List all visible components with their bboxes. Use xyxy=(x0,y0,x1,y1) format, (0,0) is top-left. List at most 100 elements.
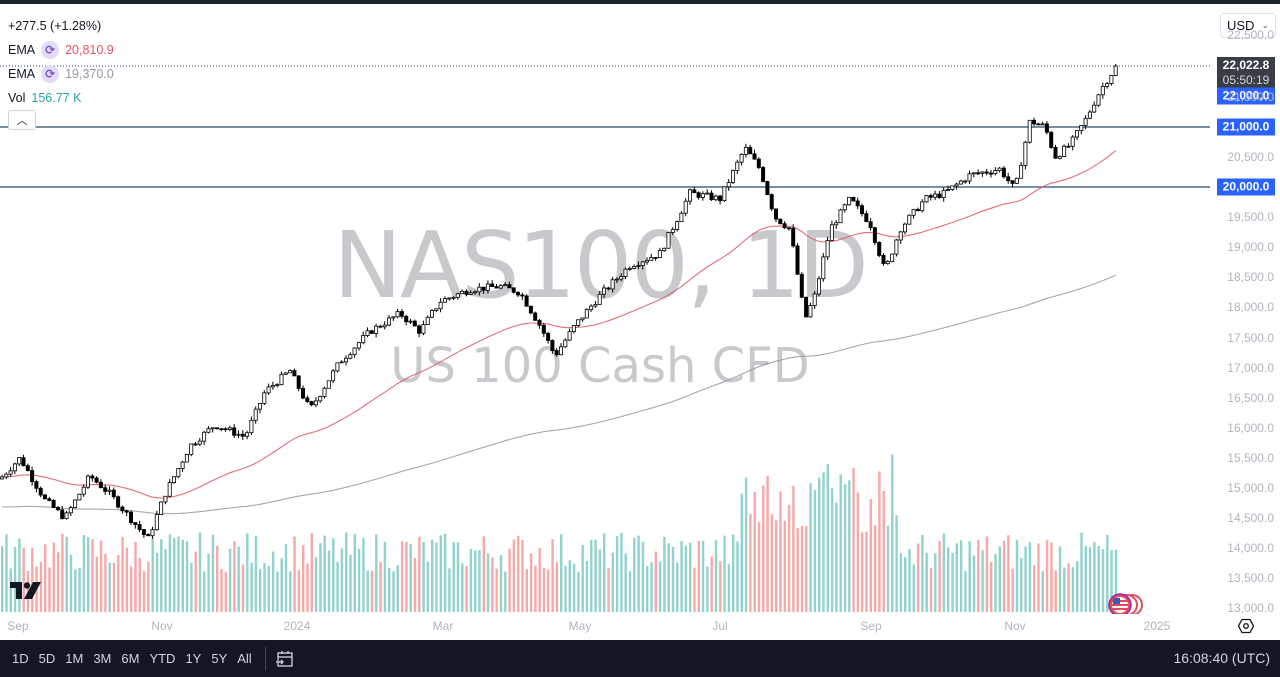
candle xyxy=(602,284,607,299)
volume-bar xyxy=(319,543,322,612)
legend-volume[interactable]: Vol 156.77 K xyxy=(8,86,114,110)
price-scale[interactable]: USD ⌄ 22,022.8 05:50:19 22,000.0 21,000.… xyxy=(1210,4,1280,616)
volume-bar xyxy=(1028,542,1032,612)
candle xyxy=(924,194,929,203)
candle xyxy=(391,316,396,321)
candle xyxy=(455,292,460,300)
range-button-all[interactable]: All xyxy=(237,651,252,666)
ema-slow-label: EMA xyxy=(8,67,36,81)
volume-bar xyxy=(1106,534,1109,612)
range-button-1m[interactable]: 1M xyxy=(65,651,84,666)
candle xyxy=(81,484,86,497)
range-button-5y[interactable]: 5Y xyxy=(211,651,228,666)
candle xyxy=(700,191,705,201)
volume-value: 156.77 K xyxy=(31,91,82,105)
volume-bar xyxy=(155,552,159,612)
candle xyxy=(369,329,374,334)
utc-clock[interactable]: 16:08:40 (UTC) xyxy=(1173,650,1270,666)
chart-pane[interactable]: NAS100, 1D US 100 Cash CFD +277.5 (+1.28… xyxy=(0,4,1210,614)
range-button-ytd[interactable]: YTD xyxy=(149,651,176,666)
volume-bar xyxy=(160,539,163,612)
us-economic-events-icon[interactable] xyxy=(1106,592,1144,614)
volume-bar xyxy=(1101,549,1105,612)
range-button-1y[interactable]: 1Y xyxy=(185,651,202,666)
volume-bar xyxy=(551,539,554,612)
volume-bar xyxy=(220,569,223,612)
tradingview-logo-icon[interactable] xyxy=(10,582,42,600)
volume-bar xyxy=(818,477,821,612)
refresh-icon[interactable]: ⟳ xyxy=(41,41,60,59)
candle xyxy=(408,318,413,324)
candle xyxy=(563,338,568,348)
go-to-date-button[interactable] xyxy=(274,648,296,670)
volume-bar xyxy=(603,533,606,612)
range-button-3m[interactable]: 3M xyxy=(93,651,112,666)
volume-bar xyxy=(405,541,408,612)
volume-bar xyxy=(1114,549,1118,612)
volume-bar xyxy=(1088,547,1092,612)
time-axis[interactable]: Sep Nov 2024 Mar May Jul Sep Nov 2025 xyxy=(0,614,1210,640)
volume-bar xyxy=(525,569,528,612)
candle xyxy=(318,395,323,403)
candle xyxy=(507,281,512,289)
range-button-5d[interactable]: 5D xyxy=(38,651,56,666)
candle xyxy=(967,170,972,185)
candle xyxy=(1044,121,1049,135)
refresh-icon[interactable]: ⟳ xyxy=(41,65,60,83)
candle xyxy=(412,319,417,327)
legend-ema-slow[interactable]: EMA ⟳ 19,370.0 xyxy=(8,62,114,86)
volume-bar xyxy=(762,485,765,612)
collapse-legend-button[interactable]: ︿ xyxy=(8,110,36,130)
volume-bar xyxy=(383,541,387,612)
volume-bar xyxy=(809,483,812,612)
price-chart[interactable] xyxy=(0,4,1210,614)
volume-bar xyxy=(671,546,675,612)
volume-bar xyxy=(714,540,718,612)
candle xyxy=(722,186,727,202)
candle xyxy=(872,226,877,246)
legend-ema-fast[interactable]: EMA ⟳ 20,810.9 xyxy=(8,38,114,62)
volume-bar xyxy=(667,543,670,612)
candle xyxy=(636,261,641,270)
level-badge-22000[interactable]: 22,000.0 xyxy=(1217,87,1275,105)
candle xyxy=(468,290,473,295)
candle xyxy=(12,462,17,475)
volume-bar xyxy=(628,571,632,612)
volume-bar xyxy=(95,556,98,612)
volume-bar xyxy=(641,541,645,612)
volume-bar xyxy=(590,539,593,612)
candle xyxy=(877,241,882,258)
volume-bar xyxy=(461,563,464,612)
volume-bar xyxy=(719,561,722,612)
candle xyxy=(202,430,207,446)
volume-bar xyxy=(663,536,666,612)
candle xyxy=(17,457,22,467)
candle xyxy=(928,193,933,201)
volume-bar xyxy=(650,562,653,612)
candle xyxy=(322,386,327,399)
volume-bar xyxy=(39,561,43,612)
price-tick-label: 13,000.0 xyxy=(1227,601,1274,616)
candle xyxy=(765,180,770,196)
volume-bar xyxy=(370,570,374,612)
ema-fast-label: EMA xyxy=(8,43,36,57)
price-tick-label: 15,500.0 xyxy=(1227,450,1274,465)
candle xyxy=(485,280,490,294)
volume-bar xyxy=(48,567,51,612)
candle xyxy=(511,287,516,294)
chart-settings-button[interactable] xyxy=(1236,616,1256,636)
volume-bar xyxy=(710,556,713,612)
candle xyxy=(331,368,336,384)
time-tick-label: Jul xyxy=(712,619,728,633)
candle xyxy=(864,210,869,223)
level-badge-20000[interactable]: 20,000.0 xyxy=(1217,178,1275,196)
currency-select[interactable]: USD ⌄ xyxy=(1220,13,1276,38)
candle xyxy=(21,454,26,467)
range-button-6m[interactable]: 6M xyxy=(121,651,140,666)
candle xyxy=(86,474,91,490)
volume-bar xyxy=(482,536,485,612)
level-badge-21000[interactable]: 21,000.0 xyxy=(1217,118,1275,136)
candle xyxy=(223,427,228,432)
range-button-1d[interactable]: 1D xyxy=(12,651,29,666)
volume-bar xyxy=(91,539,94,612)
